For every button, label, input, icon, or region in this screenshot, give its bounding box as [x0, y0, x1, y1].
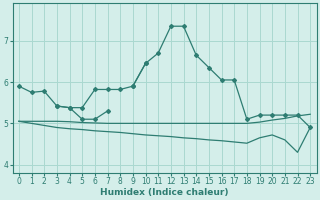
X-axis label: Humidex (Indice chaleur): Humidex (Indice chaleur): [100, 188, 229, 197]
